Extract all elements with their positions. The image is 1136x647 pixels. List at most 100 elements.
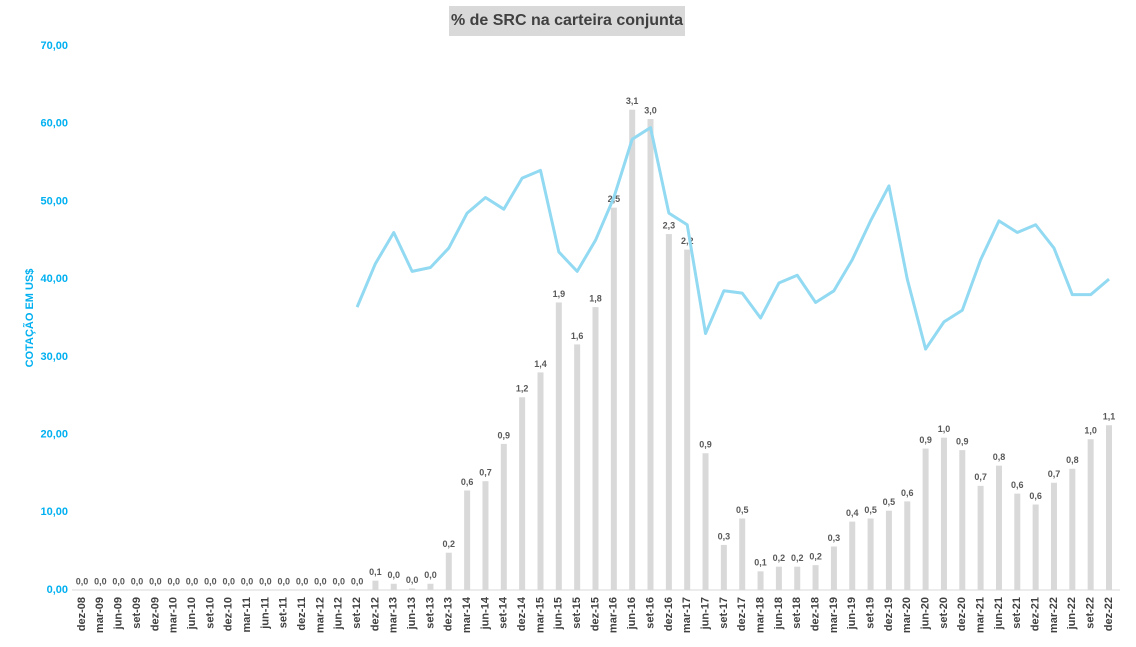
value-label: 0,8: [993, 452, 1006, 462]
value-label: 0,0: [204, 576, 217, 586]
y-tick-label: 50,00: [40, 195, 68, 207]
x-tick-label: set-16: [644, 597, 656, 629]
x-tick-label: set-15: [571, 597, 583, 629]
x-tick-label: jun-14: [479, 596, 491, 630]
x-tick-label: dez-16: [663, 597, 675, 631]
x-tick-label: mar-21: [975, 597, 987, 633]
bar: [1069, 468, 1076, 590]
x-tick-label: set-09: [131, 597, 143, 629]
value-label: 0,0: [222, 576, 235, 586]
bar: [720, 544, 727, 590]
value-label: 0,2: [809, 552, 822, 562]
value-label: 0,8: [1066, 455, 1079, 465]
x-tick-label: dez-21: [1030, 597, 1042, 631]
value-label: 3,0: [644, 105, 657, 115]
bar: [665, 234, 672, 590]
x-tick-label: set-21: [1011, 597, 1023, 629]
value-label: 0,6: [461, 477, 474, 487]
x-tick-label: dez-18: [809, 597, 821, 631]
x-tick-label: dez-19: [883, 597, 895, 631]
value-label: 0,0: [332, 576, 345, 586]
value-label: 0,9: [699, 440, 712, 450]
bar: [445, 552, 452, 590]
bar: [647, 119, 654, 591]
x-tick-label: mar-22: [1048, 597, 1060, 633]
bar: [1087, 439, 1094, 590]
value-label: 0,0: [259, 576, 272, 586]
x-tick-label: set-20: [938, 597, 950, 629]
y-axis-title: COTAÇÃO EM US$: [23, 269, 36, 368]
value-label: 0,3: [828, 533, 841, 543]
x-tick-label: mar-11: [241, 597, 253, 632]
value-label: 0,6: [901, 488, 914, 498]
x-tick-label: jun-11: [259, 597, 271, 630]
value-label: 0,0: [406, 575, 419, 585]
x-tick-label: jun-18: [773, 597, 785, 630]
x-tick-label: jun-10: [186, 597, 198, 630]
x-tick-label: jun-22: [1066, 597, 1078, 630]
value-label: 0,0: [131, 576, 144, 586]
x-tick-label: set-13: [424, 597, 436, 629]
value-label: 0,5: [736, 505, 749, 515]
value-label: 1,8: [589, 293, 602, 303]
bar: [867, 518, 874, 590]
x-tick-label: jun-20: [920, 597, 932, 630]
x-tick-label: mar-17: [681, 597, 693, 633]
value-label: 0,0: [277, 576, 290, 586]
x-tick-label: dez-13: [443, 597, 455, 631]
bar: [830, 546, 837, 590]
value-label: 0,0: [186, 576, 199, 586]
x-tick-label: jun-19: [846, 597, 858, 630]
x-tick-label: jun-13: [406, 597, 418, 630]
value-label: 1,0: [938, 424, 951, 434]
x-tick-label: mar-16: [608, 597, 620, 633]
x-tick-label: mar-10: [168, 597, 180, 633]
value-label: 0,0: [314, 576, 327, 586]
x-tick-label: dez-11: [296, 597, 308, 631]
y-tick-label: 60,00: [40, 118, 68, 130]
bar: [592, 307, 599, 590]
value-label: 0,3: [718, 531, 731, 541]
x-tick-label: jun-17: [699, 597, 711, 630]
value-label: 1,1: [1103, 412, 1116, 422]
bar: [1106, 425, 1112, 590]
x-tick-label: mar-15: [534, 597, 546, 633]
bar: [464, 490, 471, 590]
value-label: 0,7: [479, 468, 492, 478]
value-label: 0,6: [1011, 480, 1024, 490]
bar: [390, 583, 397, 590]
value-label: 0,7: [1048, 469, 1061, 479]
x-tick-label: set-12: [351, 597, 363, 629]
x-tick-label: jun-16: [626, 597, 638, 630]
y-tick-label: 70,00: [40, 40, 68, 52]
bar: [500, 443, 507, 590]
bar: [684, 249, 691, 590]
bar: [959, 450, 966, 590]
x-tick-label: set-18: [791, 597, 803, 629]
value-label: 0,6: [1029, 491, 1042, 501]
value-label: 0,0: [167, 576, 180, 586]
bar: [885, 510, 892, 590]
value-label: 1,2: [516, 384, 529, 394]
value-label: 0,4: [846, 508, 859, 518]
value-label: 0,9: [919, 435, 932, 445]
x-tick-label: mar-09: [94, 597, 106, 633]
x-tick-label: set-22: [1085, 597, 1097, 629]
x-tick-label: set-14: [498, 596, 510, 629]
y-tick-label: 10,00: [40, 506, 68, 518]
bar: [849, 521, 856, 590]
value-label: 0,0: [112, 576, 125, 586]
x-tick-label: set-17: [718, 597, 730, 629]
x-tick-label: mar-14: [461, 596, 473, 633]
y-tick-label: 0,00: [47, 584, 68, 596]
bar: [995, 465, 1002, 590]
value-label: 0,0: [94, 576, 107, 586]
bar: [922, 448, 929, 590]
value-label: 3,1: [626, 96, 639, 106]
y-tick-label: 20,00: [40, 428, 68, 440]
x-tick-label: dez-20: [956, 597, 968, 631]
x-tick-label: jun-15: [553, 597, 565, 630]
x-tick-label: dez-08: [76, 597, 88, 631]
value-label: 0,9: [956, 436, 969, 446]
title-background: [449, 6, 685, 36]
